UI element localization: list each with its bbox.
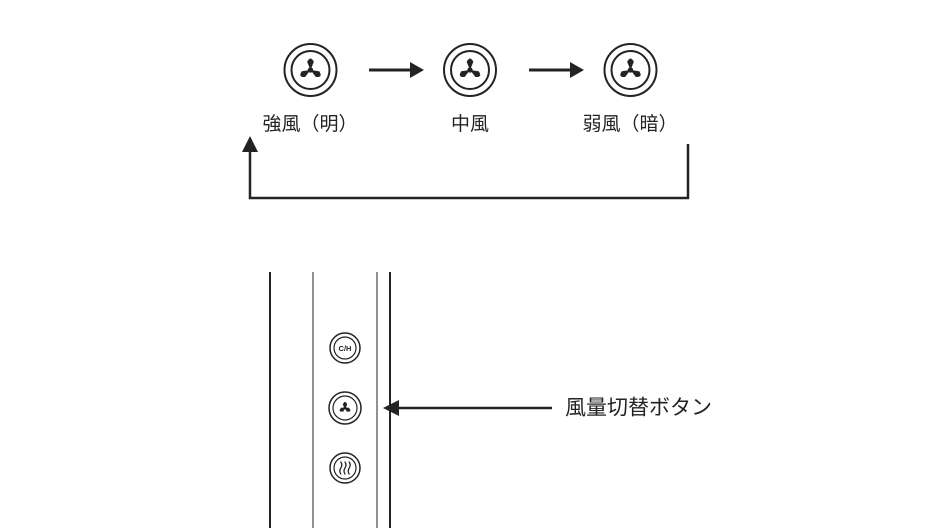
fan-state-weak: 弱風（暗） bbox=[582, 41, 677, 136]
diagram-stage: 強風（明） 中風 弱風（暗） C/H 風量切替ボタン bbox=[0, 0, 940, 528]
arrow-loop-back-icon bbox=[236, 134, 692, 202]
fan-icon bbox=[601, 41, 659, 99]
fan-icon bbox=[441, 41, 499, 99]
device-button-fan-speed bbox=[329, 392, 361, 424]
fan-icon bbox=[281, 41, 339, 99]
device-button-heat bbox=[330, 453, 360, 483]
fan-state-strong: 強風（明） bbox=[262, 41, 357, 136]
fan-state-label: 弱風（暗） bbox=[582, 109, 677, 136]
arrow-right-icon bbox=[527, 58, 586, 82]
arrow-left-icon bbox=[369, 396, 554, 420]
device-button-cool-heat: C/H bbox=[330, 333, 360, 363]
fan-state-label: 中風 bbox=[451, 109, 489, 136]
fan-speed-button-label: 風量切替ボタン bbox=[565, 392, 712, 422]
fan-state-medium: 中風 bbox=[441, 41, 499, 136]
arrow-right-icon bbox=[367, 58, 426, 82]
fan-state-label: 強風（明） bbox=[262, 109, 357, 136]
svg-text:C/H: C/H bbox=[339, 344, 352, 353]
